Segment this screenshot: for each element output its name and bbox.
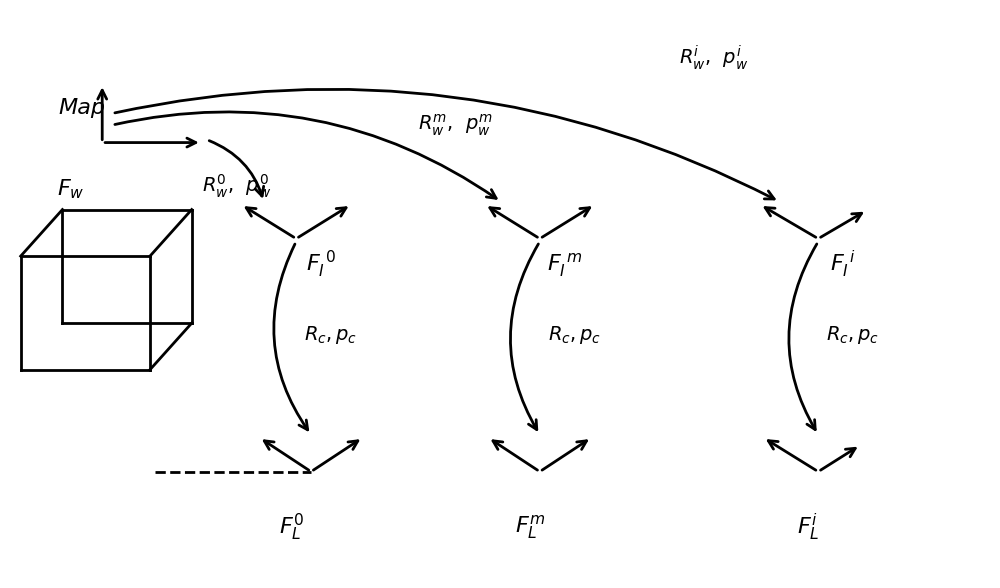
Text: $R_c,p_c$: $R_c,p_c$ [304,324,358,346]
Text: $R_c,p_c$: $R_c,p_c$ [826,324,880,346]
Text: $F_I^{\ 0}$: $F_I^{\ 0}$ [306,249,336,280]
Text: $F_w$: $F_w$ [57,178,84,201]
Text: $F_I^{\ i}$: $F_I^{\ i}$ [830,249,856,280]
Text: $F_L^i$: $F_L^i$ [797,512,820,543]
Text: $R_c,p_c$: $R_c,p_c$ [548,324,601,346]
Text: $F_I^{\ m}$: $F_I^{\ m}$ [547,251,582,279]
Text: Map: Map [59,98,106,118]
Text: $F_L^0$: $F_L^0$ [279,512,304,543]
Text: $R_w^i$,  $p_w^i$: $R_w^i$, $p_w^i$ [679,44,749,72]
Text: $F_L^m$: $F_L^m$ [515,513,545,541]
Text: $R_w^0$,  $p_w^0$: $R_w^0$, $p_w^0$ [202,172,271,200]
Text: $R_w^m$,  $p_w^m$: $R_w^m$, $p_w^m$ [418,112,493,138]
